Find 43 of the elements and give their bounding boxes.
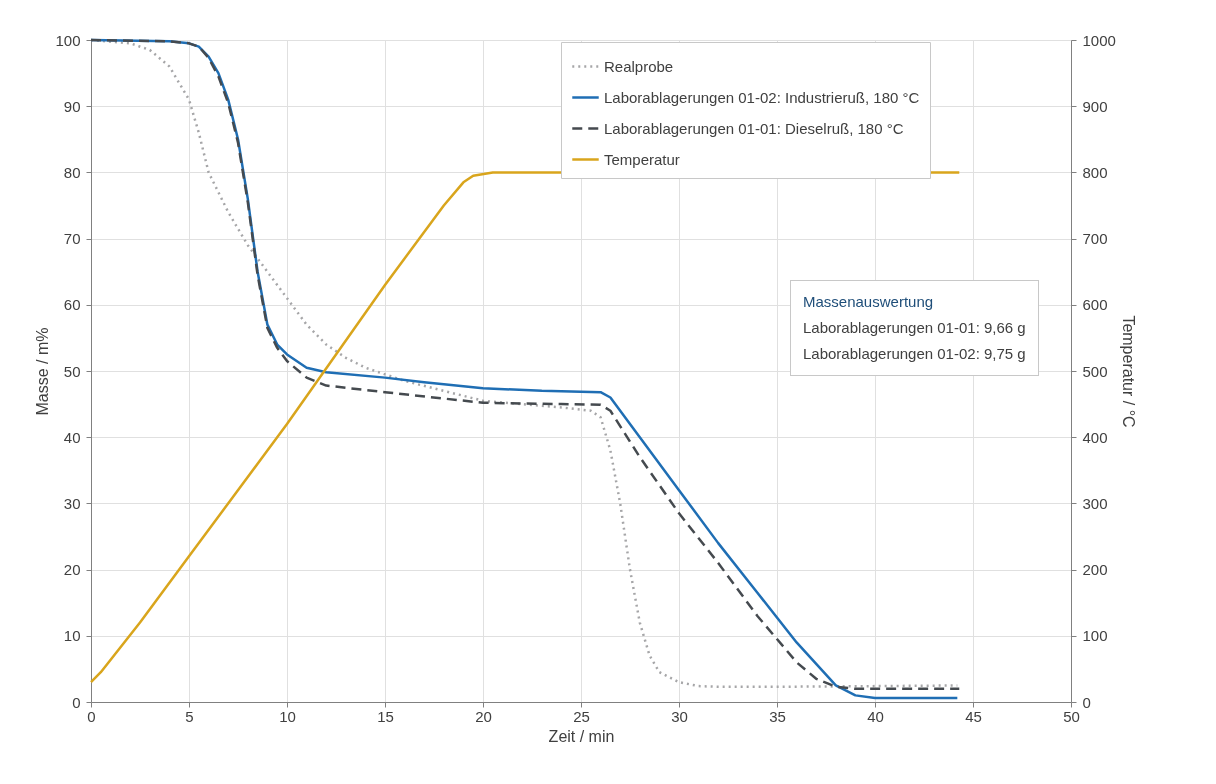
y2-tick-label: 500: [1082, 362, 1108, 380]
x-tick-label: 15: [377, 707, 394, 725]
y-tick-label: 20: [63, 561, 81, 579]
legend-label: Temperatur: [604, 150, 680, 168]
y2-axis-title: Temperatur / °C: [1119, 315, 1137, 428]
x-tick-label: 45: [965, 707, 982, 725]
y2-tick-label: 900: [1082, 97, 1108, 115]
x-tick-label: 0: [87, 707, 96, 725]
y2-tick-label: 300: [1082, 494, 1108, 512]
y-tick-label: 90: [63, 97, 81, 115]
y-tick-label: 60: [63, 296, 81, 314]
x-axis-title: Zeit / min: [548, 727, 615, 745]
legend-label: Laborablagerungen 01-01: Dieselruß, 180 °C: [604, 119, 904, 137]
y-tick-label: 40: [63, 428, 81, 446]
legend-label: Laborablagerungen 01-02: Industrieruß, 180 °C: [604, 88, 920, 106]
y2-tick-label: 1000: [1082, 31, 1116, 49]
y2-tick-label: 0: [1082, 693, 1091, 711]
y2-tick-label: 400: [1082, 428, 1108, 446]
y-tick-label: 100: [55, 31, 81, 49]
x-tick-label: 10: [279, 707, 296, 725]
y2-tick-label: 200: [1082, 561, 1108, 579]
y-tick-label: 80: [63, 163, 81, 181]
x-tick-label: 30: [671, 707, 688, 725]
annotation: Laborablagerungen 01-02: 9,75 g: [803, 344, 1026, 364]
legend-label: Realprobe: [604, 57, 674, 75]
y2-tick-label: 700: [1082, 230, 1108, 248]
y-axis-title: Masse / m%: [34, 327, 52, 416]
y-tick-label: 10: [63, 627, 81, 645]
x-tick-label: 25: [573, 707, 590, 725]
annotation: Massenauswertung: [803, 292, 935, 312]
x-tick-label: 40: [867, 707, 884, 725]
y2-tick-label: 600: [1082, 296, 1108, 314]
y2-tick-label: 100: [1082, 627, 1108, 645]
y2-tick-label: 800: [1082, 163, 1108, 181]
x-tick-label: 50: [1063, 707, 1080, 725]
annotation: Laborablagerungen 01-01: 9,66 g: [803, 318, 1026, 338]
y-tick-label: 50: [63, 362, 81, 380]
x-tick-label: 35: [769, 707, 786, 725]
y-tick-label: 0: [72, 693, 81, 711]
y-tick-label: 30: [63, 494, 81, 512]
x-tick-label: 20: [475, 707, 492, 725]
x-tick-label: 5: [185, 707, 194, 725]
y-tick-label: 70: [63, 230, 81, 248]
